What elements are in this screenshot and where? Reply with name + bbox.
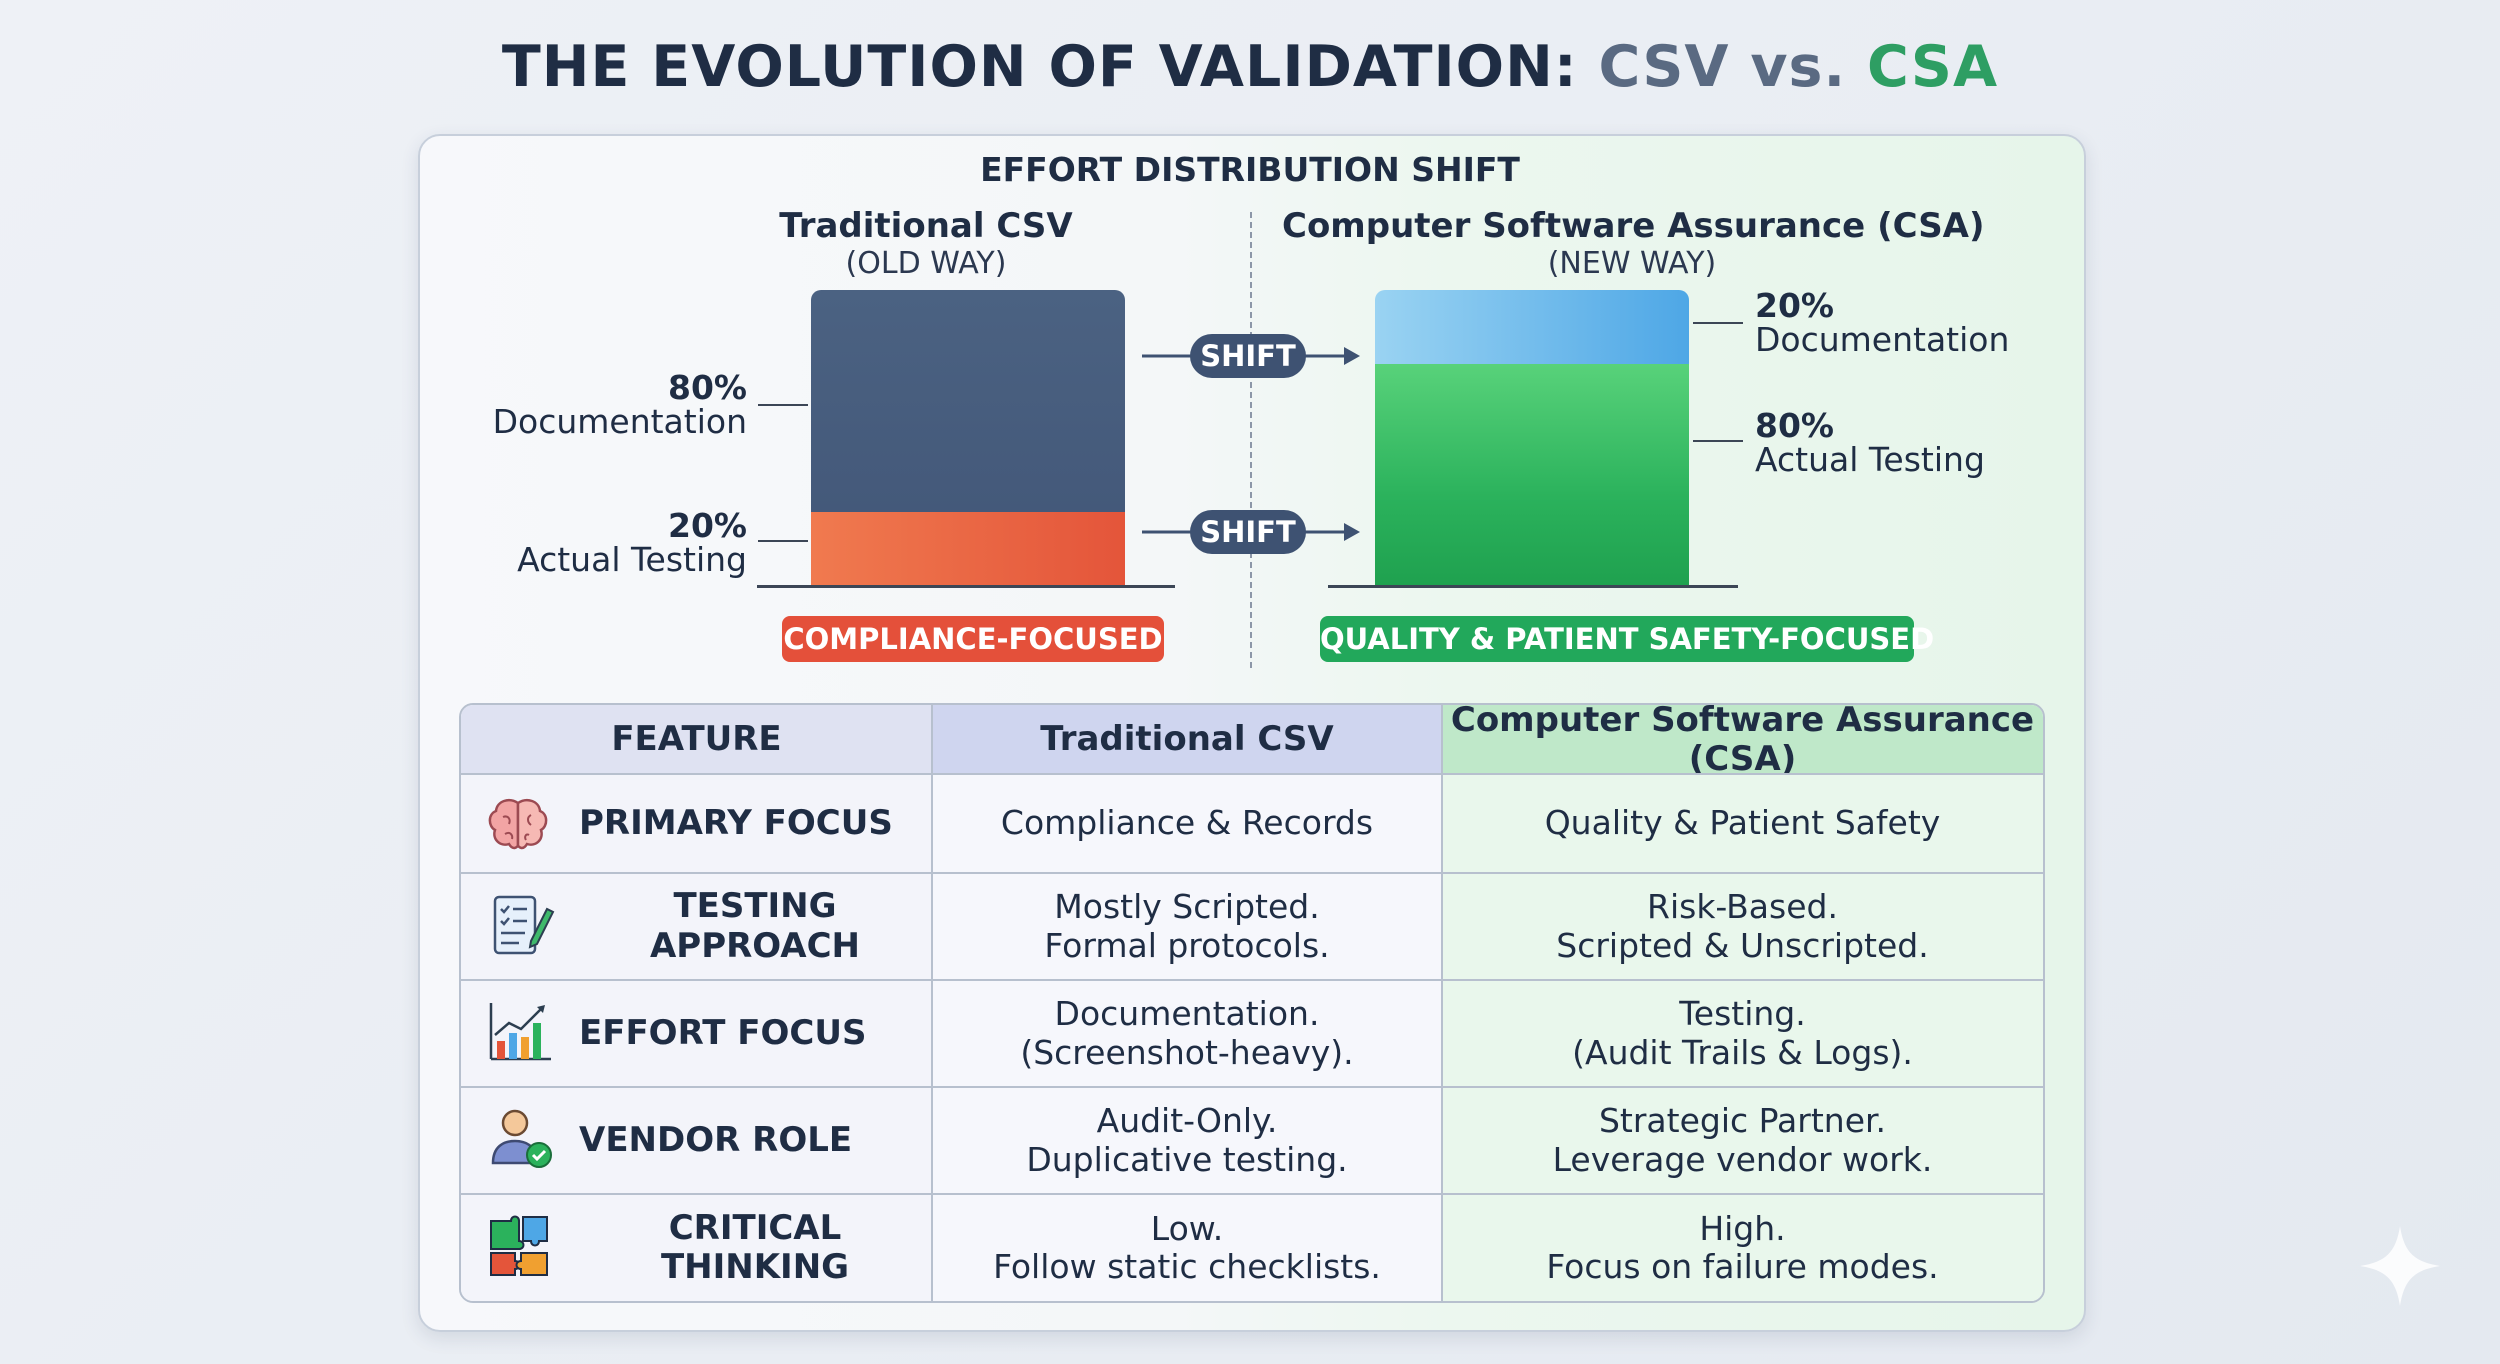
title-vs: vs. (1750, 34, 1847, 100)
growth-chart-icon (489, 1003, 551, 1061)
row-divider (461, 773, 2043, 775)
csv-testing-leader (758, 540, 808, 542)
csa-new-way-label: (NEW WAY) (1547, 246, 1717, 281)
cell-line: (Screenshot-heavy). (1020, 1032, 1354, 1072)
header-csa: Computer Software Assurance (CSA) (1450, 703, 2035, 779)
csv-testing-bar (811, 512, 1125, 586)
csv-primary-focus: Compliance & Records (932, 775, 1442, 872)
csa-testing-approach: Risk-Based. Scripted & Unscripted. (1442, 874, 2043, 979)
title-csv: CSV (1598, 34, 1730, 100)
csv-critical-thinking: Low. Follow static checklists. (932, 1195, 1442, 1301)
csa-column-heading: Computer Software Assurance (CSA) (1282, 206, 1985, 246)
feature-critical-thinking: CRITICAL THINKING (660, 1207, 850, 1287)
csv-column-heading: Traditional CSV (779, 206, 1073, 246)
row-divider (461, 1086, 2043, 1088)
header-traditional-csv: Traditional CSV (1040, 719, 1334, 760)
row-divider (461, 979, 2043, 981)
checklist-pencil-icon (493, 895, 555, 955)
cell-line: Documentation. (1054, 994, 1320, 1034)
title-csa: CSA (1867, 34, 1999, 100)
csa-testing-percent: 80% (1755, 406, 1834, 445)
csv-column-bg (932, 775, 1442, 1301)
csa-testing-bar (1375, 364, 1689, 586)
feature-testing-approach: TESTING APPROACH (649, 886, 861, 966)
cell-line: Mostly Scripted. (1054, 887, 1320, 927)
cell-line: Audit-Only. (1096, 1101, 1278, 1141)
csv-documentation-percent: 80% (668, 368, 747, 407)
csa-baseline (1328, 585, 1738, 588)
csa-primary-focus: Quality & Patient Safety (1442, 775, 2043, 872)
csv-baseline (757, 585, 1175, 588)
csv-old-way-label: (OLD WAY) (845, 246, 1007, 281)
csv-testing-approach: Mostly Scripted. Formal protocols. (932, 874, 1442, 979)
csa-testing-leader (1693, 440, 1743, 442)
cell-line: Scripted & Unscripted. (1556, 925, 1929, 965)
cell-line: High. (1699, 1208, 1786, 1248)
csv-documentation-label: Documentation (492, 402, 747, 441)
csv-testing-label: Actual Testing (517, 540, 747, 579)
cell-line: Quality & Patient Safety (1544, 803, 1941, 843)
comparison-table: FEATURE Traditional CSV Computer Softwar… (459, 703, 2045, 1303)
csv-testing-percent: 20% (668, 506, 747, 545)
column-divider (931, 705, 933, 1301)
cell-line: Leverage vendor work. (1552, 1139, 1933, 1179)
csa-documentation-bar (1375, 290, 1689, 364)
row-divider (461, 1193, 2043, 1195)
effort-distribution-heading: EFFORT DISTRIBUTION SHIFT (980, 150, 1520, 189)
cell-line: Duplicative testing. (1026, 1139, 1348, 1179)
csa-vendor-role: Strategic Partner. Leverage vendor work. (1442, 1088, 2043, 1193)
cell-line: Risk-Based. (1647, 887, 1838, 927)
user-check-icon (491, 1109, 552, 1168)
cell-line: Testing. (1679, 994, 1806, 1034)
puzzle-icon (490, 1215, 548, 1276)
shift-badge-top: SHIFT (1190, 334, 1306, 378)
cell-line: Focus on failure modes. (1546, 1247, 1939, 1286)
csa-column-bg (1442, 775, 2043, 1301)
csa-documentation-leader (1693, 322, 1743, 324)
csv-documentation-bar (811, 290, 1125, 512)
csa-testing-label: Actual Testing (1755, 440, 1985, 479)
row-divider (461, 872, 2043, 874)
csa-effort-focus: Testing. (Audit Trails & Logs). (1442, 981, 2043, 1086)
csa-documentation-percent: 20% (1755, 286, 1834, 325)
quality-safety-focused-tag: QUALITY & PATIENT SAFETY-FOCUSED (1320, 616, 1934, 662)
feature-effort-focus: EFFORT FOCUS (579, 1012, 867, 1053)
header-csa-bg (1442, 705, 2043, 775)
header-feature-bg (461, 705, 932, 775)
feature-vendor-role: VENDOR ROLE (579, 1119, 853, 1160)
header-csv-bg (932, 705, 1442, 775)
csv-effort-focus: Documentation. (Screenshot-heavy). (932, 981, 1442, 1086)
brain-icon (488, 799, 548, 850)
compliance-focused-tag: COMPLIANCE-FOCUSED (782, 616, 1164, 662)
cell-line: Low. (1150, 1208, 1224, 1248)
shift-arrow-top: SHIFT (1138, 334, 1360, 378)
csv-vendor-role: Audit-Only. Duplicative testing. (932, 1088, 1442, 1193)
csa-documentation-label: Documentation (1755, 320, 2010, 359)
cell-line: (Audit Trails & Logs). (1572, 1032, 1913, 1072)
shift-arrow-bottom: SHIFT (1138, 510, 1360, 554)
title-prefix: THE EVOLUTION OF VALIDATION: (501, 34, 1578, 100)
csa-critical-thinking: High. Focus on failure modes. (1442, 1195, 2043, 1301)
feature-primary-focus: PRIMARY FOCUS (579, 802, 893, 843)
sparkle-icon (2360, 1226, 2440, 1306)
shift-badge-bottom: SHIFT (1190, 510, 1306, 554)
cell-line: Follow static checklists. (993, 1247, 1381, 1286)
column-divider (1441, 705, 1443, 1301)
center-divider (1250, 212, 1252, 668)
csv-documentation-leader (758, 404, 808, 406)
cell-line: Formal protocols. (1044, 925, 1330, 965)
page-title: THE EVOLUTION OF VALIDATION: CSV vs. CSA (0, 34, 2500, 100)
cell-line: Strategic Partner. (1598, 1101, 1887, 1141)
cell-line: Compliance & Records (1000, 803, 1374, 843)
header-feature: FEATURE (611, 719, 782, 760)
